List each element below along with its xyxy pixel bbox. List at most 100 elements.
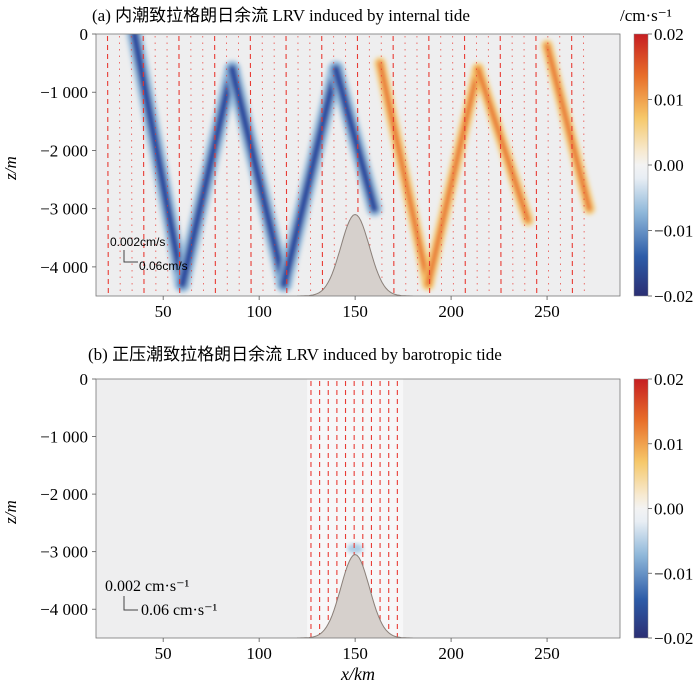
y-tick-label: −1 000: [40, 83, 88, 102]
y-tick-label: −3 000: [40, 200, 88, 219]
panel-b-x-ticks: 50 100 150 200 250: [155, 638, 560, 663]
negative-beam: [331, 64, 379, 213]
vector-column: [309, 35, 312, 296]
y-tick-label: −3 000: [40, 543, 88, 562]
x-tick-label: 50: [155, 302, 172, 321]
panel-a-colorbar: [633, 33, 649, 297]
panel-b-scale-arrow: [123, 596, 138, 611]
colorbar-tick-label: −0.02: [654, 287, 693, 306]
panel-b-y-axis-label: z/m: [1, 500, 20, 525]
vector-column: [404, 35, 407, 296]
panel-b-y-ticks: 0 −1 000 −2 000 −3 000 −4 000: [40, 370, 96, 619]
colorbar-tick-label: 0.01: [654, 91, 684, 110]
vector-column: [142, 35, 145, 296]
panel-b-x-axis-label: x/km: [340, 664, 375, 684]
vector-column: [273, 35, 276, 296]
vector-column: [535, 35, 538, 296]
panel-a-velocity-field: [126, 34, 596, 293]
vector-column: [392, 35, 395, 296]
panel-b-seamount-ridge: [296, 553, 413, 638]
x-tick-label: 250: [534, 644, 560, 663]
panel-a-scale-legend: 0.002cm/s 0.06cm/s: [110, 235, 188, 273]
x-tick-label: 100: [246, 644, 272, 663]
negative-beam: [228, 64, 289, 289]
vector-column: [237, 35, 240, 296]
y-tick-label: −4 000: [40, 600, 88, 619]
vector-column: [106, 35, 109, 296]
x-tick-label: 150: [342, 644, 368, 663]
vector-column: [249, 35, 252, 296]
positive-beam: [544, 43, 592, 212]
vector-column: [166, 35, 169, 296]
vector-column: [214, 35, 216, 296]
panel-b-frame: [95, 378, 621, 639]
vector-column: [428, 35, 431, 296]
panel-a-vector-arrows: [106, 35, 585, 296]
panel-b-scale-vertical-label: 0.002 cm·s⁻¹: [105, 578, 190, 595]
vector-column: [463, 35, 466, 296]
vector-column: [380, 35, 383, 296]
negative-beam: [280, 64, 340, 289]
vector-column: [190, 35, 193, 296]
vector-column: [118, 35, 121, 296]
positive-beam: [425, 66, 481, 287]
panel-a-internal-tide: (a) 内潮致拉格朗日余流 LRV induced by internal ti…: [1, 6, 693, 321]
vector-column: [285, 35, 288, 296]
vector-column: [523, 35, 526, 296]
vector-column: [547, 35, 550, 296]
x-tick-label: 200: [438, 644, 464, 663]
panel-b-scale-horizontal-label: 0.06 cm·s⁻¹: [141, 602, 218, 619]
vector-column: [475, 35, 478, 296]
vector-column: [226, 35, 228, 296]
vector-column: [345, 35, 347, 296]
vector-column: [559, 35, 561, 296]
y-tick-label: −4 000: [40, 258, 88, 277]
negative-beam: [178, 64, 237, 289]
vector-column: [499, 35, 502, 296]
panel-a-scale-arrow: [123, 250, 138, 263]
panel-b-colorbar-ticks: 0.02 0.01 0.00 −0.01 −0.02: [648, 370, 693, 648]
panel-a-colorbar-unit: /cm·s⁻¹: [620, 6, 672, 25]
ridge-peak-anomaly: [347, 543, 364, 554]
panel-a-y-axis-label: z/m: [1, 156, 20, 181]
vector-column: [440, 35, 442, 296]
vector-column: [583, 35, 585, 296]
colorbar-tick-label: 0.00: [654, 156, 684, 175]
colorbar-tick-label: 0.02: [654, 370, 684, 389]
colorbar-tick-label: 0.02: [654, 25, 684, 44]
panel-b-title: (b) 正压潮致拉格朗日余流 LRV induced by barotropic…: [88, 345, 502, 364]
panel-a-colorbar-ticks: 0.02 0.01 0.00 −0.01 −0.02: [648, 25, 693, 306]
y-tick-label: −2 000: [40, 141, 88, 160]
panel-a-scale-horizontal-label: 0.06cm/s: [139, 259, 188, 273]
vector-column: [202, 35, 204, 296]
vector-column: [261, 35, 264, 296]
panel-a-title: (a) 内潮致拉格朗日余流 LRV induced by internal ti…: [92, 6, 470, 25]
colorbar-tick-label: −0.02: [654, 629, 693, 648]
x-tick-label: 200: [438, 302, 464, 321]
vector-column: [571, 35, 573, 296]
vector-column: [487, 35, 490, 296]
vector-column: [297, 35, 300, 296]
colorbar-tick-label: −0.01: [654, 222, 693, 241]
vector-column: [178, 35, 181, 296]
panel-a-seamount-ridge: [296, 213, 413, 296]
vector-column: [333, 35, 335, 296]
negative-beam: [130, 34, 187, 289]
x-tick-label: 150: [342, 302, 368, 321]
vector-column: [368, 35, 371, 296]
vector-column: [130, 35, 133, 296]
y-tick-label: 0: [80, 370, 89, 389]
colorbar-tick-label: 0.01: [654, 435, 684, 454]
x-tick-label: 50: [155, 644, 172, 663]
panel-b-scale-legend: 0.002 cm·s⁻¹ 0.06 cm·s⁻¹: [105, 578, 218, 619]
panel-a-frame: [95, 33, 621, 297]
vector-column: [154, 35, 157, 296]
colorbar-tick-label: −0.01: [654, 564, 693, 583]
vector-column: [452, 35, 454, 296]
vector-column: [511, 35, 514, 296]
vector-column: [416, 35, 419, 296]
positive-beam: [377, 60, 431, 287]
panel-a-y-ticks: 0 −1 000 −2 000 −3 000 −4 000: [40, 25, 96, 277]
y-tick-label: 0: [80, 25, 89, 44]
y-tick-label: −2 000: [40, 485, 88, 504]
